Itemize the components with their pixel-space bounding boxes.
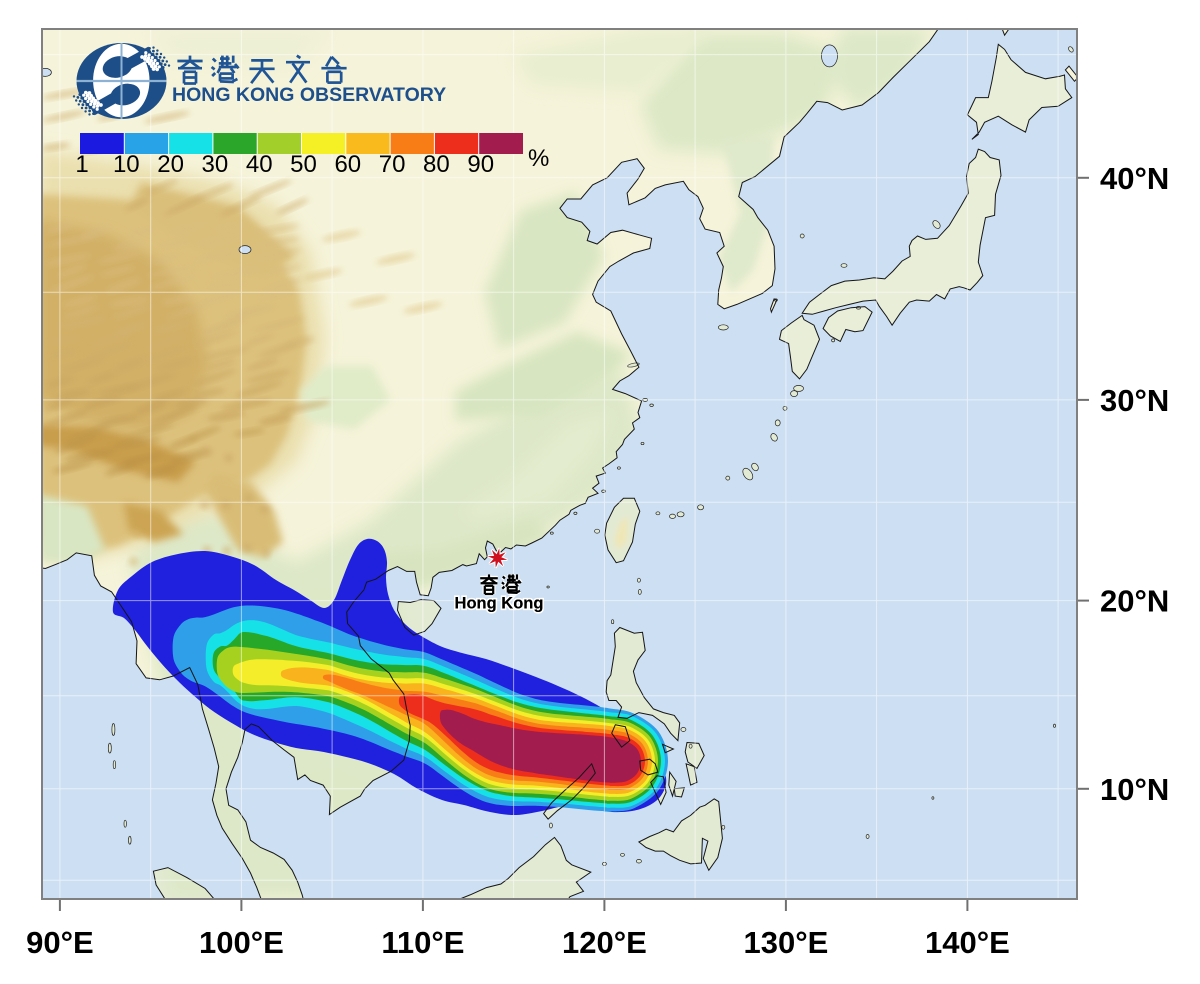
- svg-text:80: 80: [423, 151, 450, 178]
- svg-text:50: 50: [290, 151, 317, 178]
- svg-text:Hong Kong: Hong Kong: [455, 595, 544, 613]
- svg-text:30: 30: [202, 151, 229, 178]
- svg-text:20: 20: [157, 151, 184, 178]
- svg-text:130°E: 130°E: [744, 925, 829, 960]
- svg-text:40: 40: [246, 151, 273, 178]
- svg-text:120°E: 120°E: [562, 925, 647, 960]
- svg-text:20°N: 20°N: [1100, 584, 1169, 619]
- svg-text:40°N: 40°N: [1100, 161, 1169, 196]
- svg-text:90: 90: [467, 151, 494, 178]
- svg-text:HONG KONG OBSERVATORY: HONG KONG OBSERVATORY: [172, 84, 446, 106]
- svg-text:60: 60: [334, 151, 361, 178]
- svg-text:100°E: 100°E: [199, 925, 284, 960]
- svg-text:%: %: [528, 145, 549, 172]
- svg-text:110°E: 110°E: [381, 925, 464, 960]
- svg-text:90°E: 90°E: [26, 925, 94, 960]
- svg-text:10: 10: [113, 151, 140, 178]
- svg-text:10°N: 10°N: [1100, 772, 1169, 807]
- svg-text:140°E: 140°E: [925, 925, 1010, 960]
- svg-text:Hong Kong: Hong Kong: [455, 595, 544, 613]
- svg-text:1: 1: [75, 151, 88, 178]
- svg-text:30°N: 30°N: [1100, 383, 1169, 418]
- svg-text:70: 70: [379, 151, 406, 178]
